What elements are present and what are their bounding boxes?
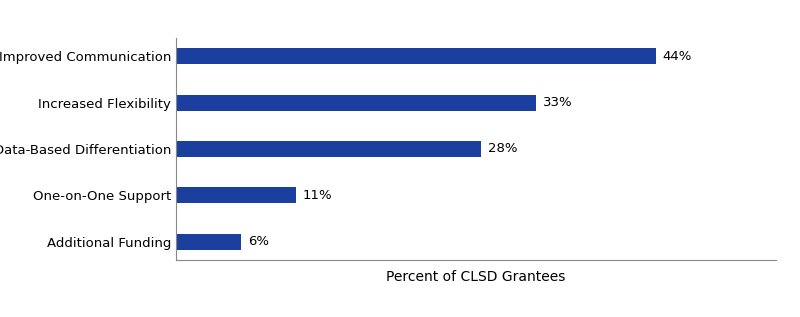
Text: 28%: 28% xyxy=(488,142,518,156)
Text: 33%: 33% xyxy=(542,96,572,109)
Bar xyxy=(176,234,242,250)
Bar xyxy=(176,141,482,157)
Bar xyxy=(176,94,536,111)
Text: 6%: 6% xyxy=(248,235,269,248)
Bar xyxy=(176,48,656,64)
Bar xyxy=(176,187,296,204)
Text: 11%: 11% xyxy=(302,189,332,202)
Text: 44%: 44% xyxy=(662,50,692,63)
X-axis label: Percent of CLSD Grantees: Percent of CLSD Grantees xyxy=(386,270,566,284)
